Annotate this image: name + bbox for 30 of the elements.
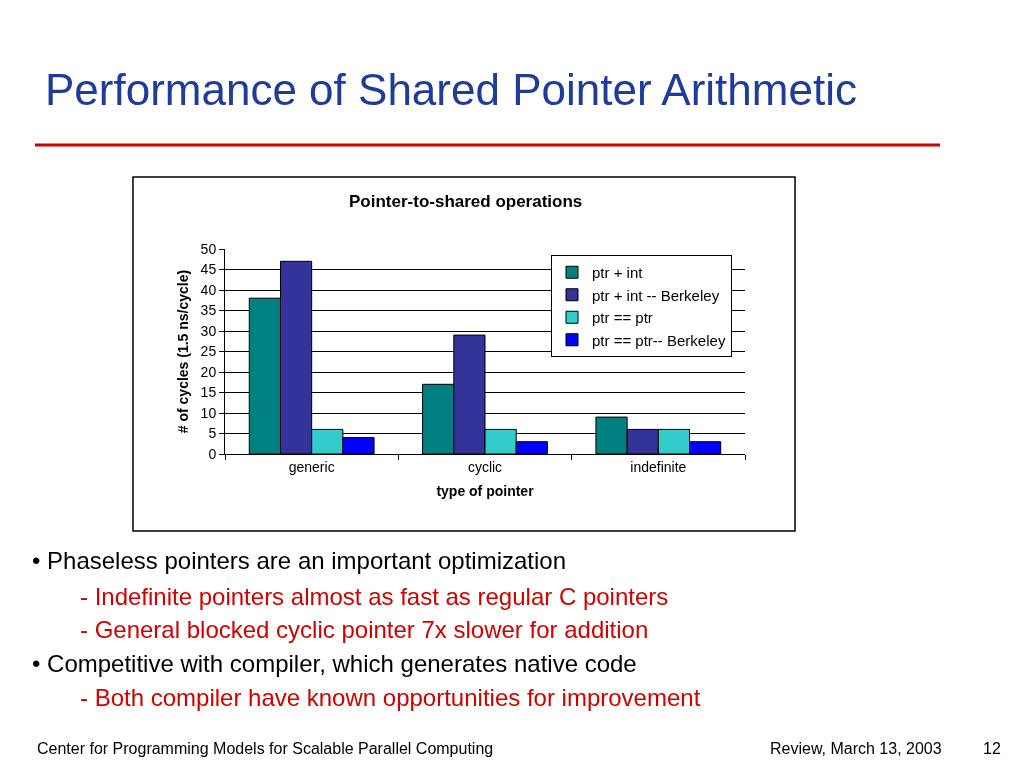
text: Center for Programming Models for Scalable Parallel Computing xyxy=(37,740,494,757)
y-axis-title: # of cycles (1.5 ns/cycle) xyxy=(175,269,192,434)
legend-label: ptr + int -- Berkeley xyxy=(592,286,720,304)
legend-label: ptr == ptr-- Berkeley xyxy=(592,331,726,349)
text: • Competitive with compiler, which generates native code xyxy=(32,650,637,677)
x-tick-label: indefinite xyxy=(630,458,687,475)
legend-label: ptr + int xyxy=(592,264,644,282)
text: - Both compiler have known opportunities for improvement xyxy=(80,684,701,711)
y-tick-label: 25 xyxy=(200,343,217,360)
chart-subtitle: Pointer-to-shared operations xyxy=(349,192,583,211)
text: 12 xyxy=(983,740,1001,757)
y-tick-label: 15 xyxy=(200,384,217,401)
text: - Indefinite pointers almost as fast as regular C pointers xyxy=(80,583,669,610)
y-tick-label: 45 xyxy=(200,261,217,278)
chart-title: Performance of Shared Pointer Arithmetic xyxy=(45,65,857,115)
x-tick-label: generic xyxy=(288,458,335,475)
text: - General blocked cyclic pointer 7x slower for addition xyxy=(80,616,649,643)
x-tick-label: cyclic xyxy=(467,458,503,475)
y-tick-label: 0 xyxy=(208,445,217,462)
text: Review, March 13, 2003 xyxy=(770,740,942,757)
y-tick-label: 10 xyxy=(200,404,217,421)
text: • Phaseless pointers are an important optimization xyxy=(32,547,567,574)
y-tick-label: 40 xyxy=(200,281,217,298)
y-tick-label: 5 xyxy=(208,425,217,442)
y-tick-label: 35 xyxy=(200,302,217,319)
y-tick-label: 50 xyxy=(200,240,217,257)
y-tick-label: 20 xyxy=(200,363,217,380)
x-axis-title: type of pointer xyxy=(436,483,535,500)
legend-label: ptr == ptr xyxy=(592,309,653,327)
y-tick-label: 30 xyxy=(200,322,217,339)
